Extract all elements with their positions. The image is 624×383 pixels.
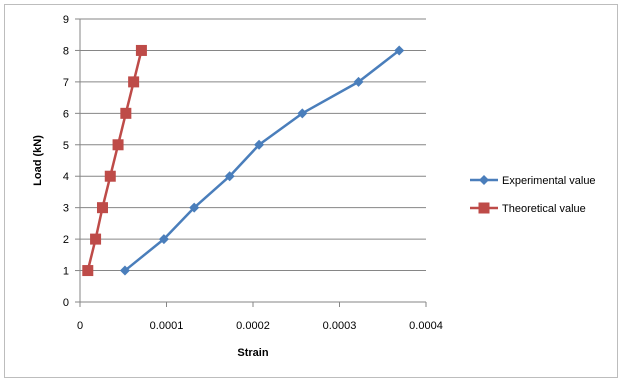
y-axis-label: Load (kN) bbox=[32, 135, 44, 186]
x-tick-labels: 0 0.0001 0.0002 0.0003 0.0004 bbox=[77, 320, 443, 332]
data-point bbox=[112, 139, 124, 151]
data-point bbox=[394, 45, 405, 56]
x-tick-label: 0.0002 bbox=[236, 320, 270, 332]
y-tick-label: 8 bbox=[63, 45, 69, 57]
legend-marker bbox=[479, 175, 489, 185]
y-tick-labels: 0 1 2 3 4 5 6 7 8 9 bbox=[63, 14, 69, 309]
data-point bbox=[353, 76, 364, 87]
y-tick-label: 6 bbox=[63, 108, 69, 120]
x-tick-label: 0.0003 bbox=[323, 320, 357, 332]
data-point bbox=[158, 234, 169, 245]
y-tick-label: 0 bbox=[63, 297, 69, 309]
x-tick-label: 0 bbox=[77, 320, 83, 332]
legend-marker bbox=[478, 202, 490, 214]
data-point bbox=[254, 139, 265, 150]
data-point bbox=[82, 265, 94, 277]
data-point bbox=[189, 202, 200, 213]
data-point bbox=[224, 171, 235, 182]
legend-label: Theoretical value bbox=[502, 203, 586, 215]
series-1 bbox=[82, 44, 147, 277]
axes bbox=[75, 18, 427, 307]
legend-label: Experimental value bbox=[502, 175, 596, 187]
data-point bbox=[104, 170, 116, 182]
y-tick-label: 4 bbox=[63, 171, 69, 183]
y-tick-label: 2 bbox=[63, 234, 69, 246]
y-tick-label: 3 bbox=[63, 203, 69, 215]
series-0 bbox=[119, 45, 405, 276]
data-point bbox=[90, 233, 102, 245]
y-tick-label: 9 bbox=[63, 14, 69, 26]
data-point bbox=[128, 76, 140, 88]
x-tick-label: 0.0004 bbox=[409, 320, 443, 332]
x-tick-label: 0.0001 bbox=[150, 320, 184, 332]
data-point bbox=[135, 44, 147, 56]
data-point bbox=[120, 107, 132, 119]
y-tick-label: 1 bbox=[63, 266, 69, 278]
y-tick-label: 7 bbox=[63, 77, 69, 89]
legend: Experimental value Theoretical value bbox=[470, 175, 596, 215]
data-point bbox=[96, 202, 108, 214]
legend-item-0: Experimental value bbox=[470, 175, 596, 187]
series-layer bbox=[82, 44, 405, 277]
x-axis-label: Strain bbox=[237, 347, 268, 359]
data-point bbox=[119, 265, 130, 276]
data-point bbox=[297, 108, 308, 119]
gridlines bbox=[80, 18, 426, 272]
y-tick-label: 5 bbox=[63, 140, 69, 152]
legend-item-1: Theoretical value bbox=[470, 202, 586, 215]
series-line bbox=[124, 49, 400, 272]
